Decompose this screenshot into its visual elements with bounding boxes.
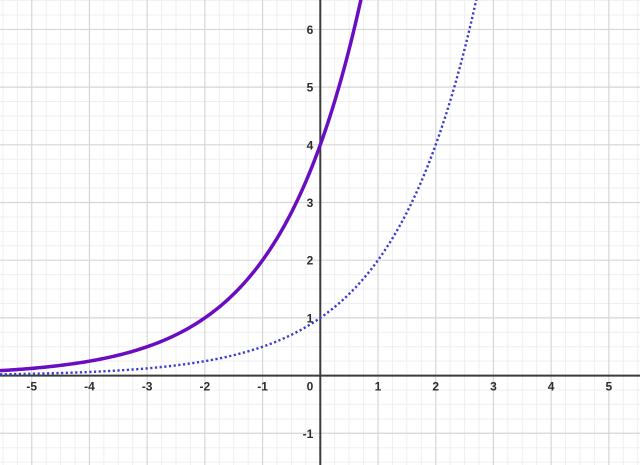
curves: [0, 0, 478, 376]
y-tick-label: 4: [307, 138, 314, 152]
x-tick-label: 4: [548, 380, 555, 394]
x-tick-label: -5: [26, 380, 37, 394]
x-tick-label: -1: [257, 380, 268, 394]
y-tick-label: -1: [303, 427, 314, 441]
dotted-blue-exponential: [0, 0, 478, 376]
y-tick-label: 1: [307, 311, 314, 325]
y-tick-label: 6: [307, 23, 314, 37]
x-tick-label: 3: [490, 380, 497, 394]
y-tick-label: 3: [307, 196, 314, 210]
y-tick-label: 2: [307, 254, 314, 268]
x-tick-label: 2: [432, 380, 439, 394]
x-tick-label: -3: [142, 380, 153, 394]
origin-label: 0: [307, 380, 314, 394]
x-tick-label: 1: [375, 380, 382, 394]
solid-purple-exponential: [0, 0, 363, 373]
tick-labels: -5 -4 -3 -2 -1 1 2 3 4 5 -1 1 2 3 4 5 6 0: [26, 23, 612, 441]
x-tick-label: 5: [605, 380, 612, 394]
y-tick-label: 5: [307, 81, 314, 95]
x-tick-label: -2: [200, 380, 211, 394]
x-tick-label: -4: [84, 380, 95, 394]
